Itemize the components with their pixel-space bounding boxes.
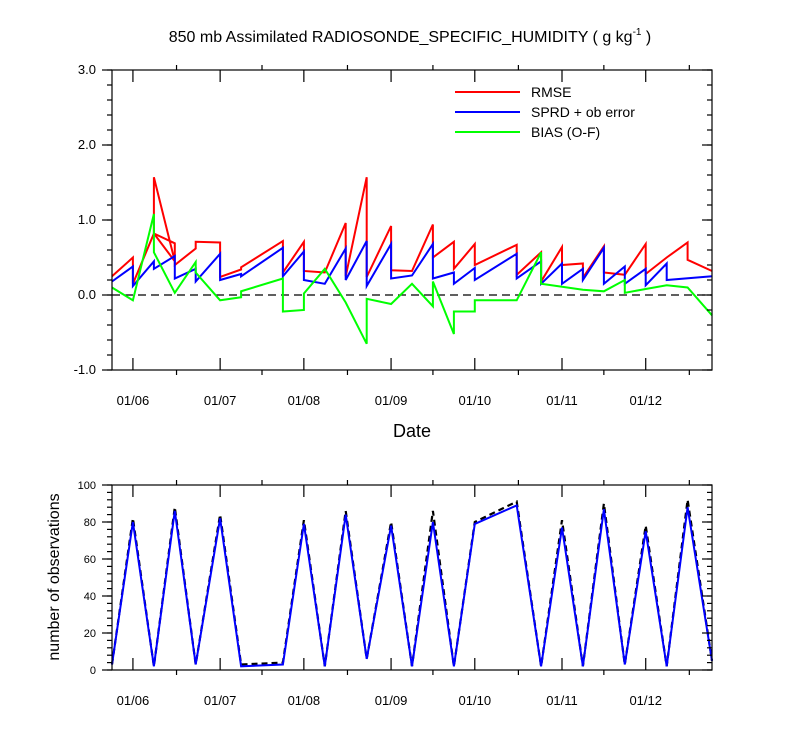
legend: RMSE SPRD + ob error BIAS (O-F) <box>455 84 635 140</box>
top-xtick-label: 01/07 <box>204 393 237 408</box>
top-ytick-label: -1.0 <box>74 362 96 377</box>
bot-xtick-label: 01/07 <box>204 693 237 708</box>
top-ytick-label: 3.0 <box>78 62 96 77</box>
top-ytick-label: 0.0 <box>78 287 96 302</box>
chart-title: 850 mb Assimilated RADIOSONDE_SPECIFIC_H… <box>169 27 652 46</box>
bot-xtick-label: 01/12 <box>629 693 662 708</box>
bottom-series-group <box>110 499 714 668</box>
bot-xtick-label: 01/11 <box>546 693 578 708</box>
top-ticks-group <box>102 65 712 375</box>
top-ytick-labels: -1.0 0.0 1.0 2.0 3.0 <box>74 62 96 377</box>
top-xtick-label: 01/08 <box>288 393 321 408</box>
bot-xtick-label: 01/09 <box>375 693 408 708</box>
top-xtick-label: 01/11 <box>546 393 578 408</box>
legend-label-sprd: SPRD + ob error <box>531 104 635 120</box>
bot-ytick-label: 40 <box>84 591 96 603</box>
bot-xtick-label: 01/10 <box>459 693 492 708</box>
top-xtick-labels: 01/06 01/07 01/08 01/09 01/10 01/11 01/12 <box>117 393 662 408</box>
bot-ytick-label: 60 <box>84 554 96 566</box>
top-series-line-1 <box>111 240 713 290</box>
bot-ytick-label: 20 <box>84 628 96 640</box>
top-ytick-label: 1.0 <box>78 212 96 227</box>
top-plot-frame <box>111 69 713 371</box>
bot-ytick-label: 0 <box>90 665 96 677</box>
bottom-xtick-labels: 01/06 01/07 01/08 01/09 01/10 01/11 01/12 <box>117 693 662 708</box>
bottom-plot-frame <box>111 484 713 671</box>
bot-series-line-1 <box>111 503 713 668</box>
bottom-ytick-labels: 0 20 40 60 80 100 <box>78 480 96 677</box>
bottom-ticks-group <box>102 480 712 675</box>
legend-label-rmse: RMSE <box>531 84 571 100</box>
top-series-line-2 <box>111 213 713 345</box>
top-panel: -1.00.01.02.03.0 01/06 01/07 01/08 01/09 01/… <box>74 62 713 441</box>
legend-label-bias: BIAS (O-F) <box>531 124 600 140</box>
top-xtick-label: 01/06 <box>117 393 150 408</box>
top-xtick-label: 01/12 <box>629 393 662 408</box>
top-ytick-label: 2.0 <box>78 137 96 152</box>
top-xtick-label: 01/09 <box>375 393 408 408</box>
bot-ytick-label: 100 <box>78 480 96 492</box>
top-xtick-label: 01/10 <box>459 393 492 408</box>
bot-xtick-label: 01/06 <box>117 693 150 708</box>
top-x-axis-label: Date <box>393 421 431 441</box>
bot-xtick-label: 01/08 <box>288 693 321 708</box>
top-series-group <box>111 176 713 345</box>
bottom-y-axis-label: number of observations <box>46 493 63 660</box>
bot-ytick-label: 80 <box>84 517 96 529</box>
